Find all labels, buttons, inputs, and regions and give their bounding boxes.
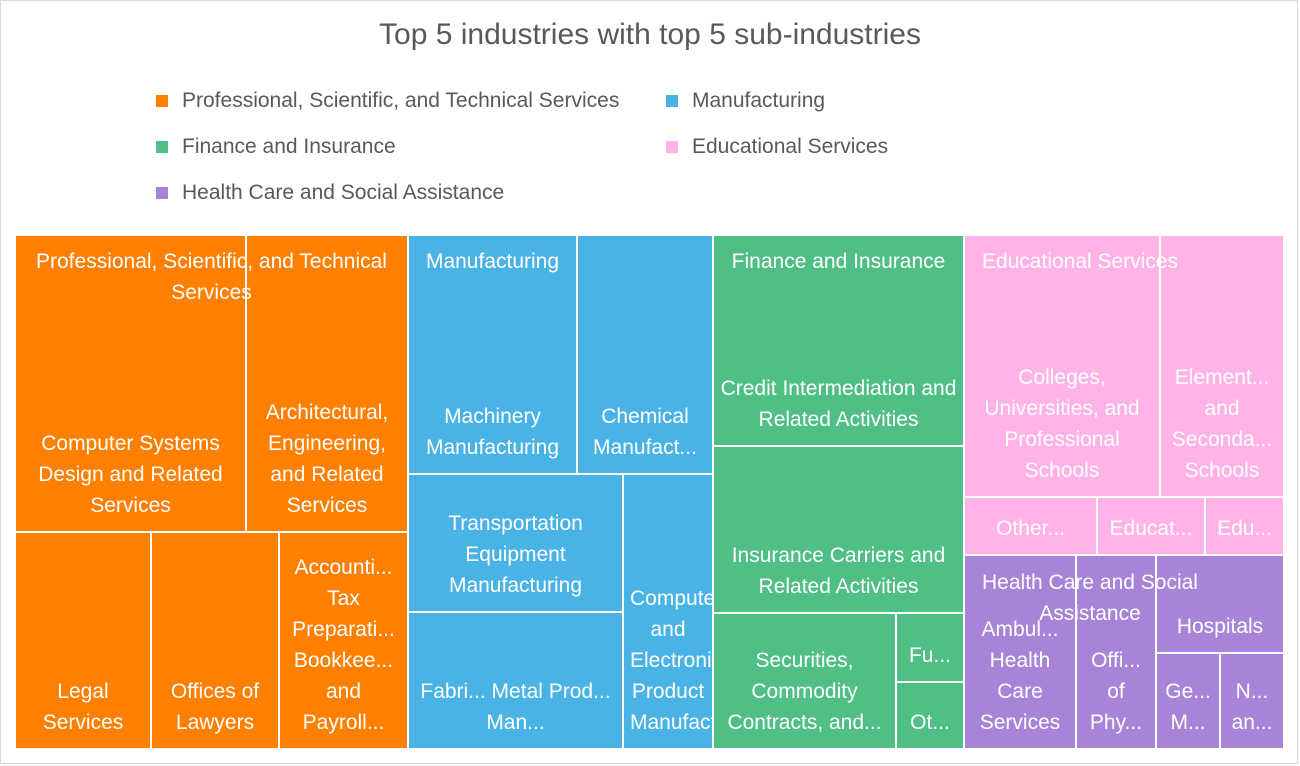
legend-item-finance: Finance and Insurance [156,132,396,162]
treemap-tile-professional-scienti-3: Legal Services [16,533,150,748]
legend-label: Professional, Scientific, and Technical … [182,89,620,112]
legend-swatch [666,95,678,107]
chart-title: Top 5 industries with top 5 sub-industri… [379,18,921,51]
treemap-tile-educational-services-5: Edu... [1206,498,1283,554]
treemap-tile-label: Machinery Manufacturing [425,405,560,459]
treemap-tile-label: Offices of Lawyers [170,680,260,734]
treemap-tile-label: Fabri... Metal Prod... Man... [420,680,611,734]
treemap-parent-label: Educational Services [981,250,1179,273]
treemap-parent-label: Manufacturing [425,250,560,273]
treemap-tile-health-care-and-soci-4: Ge... M... [1157,654,1219,748]
treemap-tile-educational-services-4: Educat... [1098,498,1204,554]
treemap-tile-manufacturing-2: Chemical Manufact... [578,236,712,473]
legend-item-manufacturing: Manufacturing [666,86,825,116]
legend-item-professional: Professional, Scientific, and Technical … [156,86,619,116]
legend-swatch [666,141,678,153]
legend-item-health-care: Health Care and Social Assistance [156,178,504,208]
treemap-tile-health-care-and-soci-3: Hospitals [1157,556,1283,652]
treemap-tile-label: Element... and Seconda... Schools [1171,366,1273,482]
treemap-tile-finance-and-insuranc-5: Ot... [897,683,963,748]
treemap-tile-manufacturing-5: Fabri... Metal Prod... Man... [409,613,622,748]
legend-label: Manufacturing [692,89,826,112]
treemap-tile-finance-and-insuranc-1: Credit Intermediation and Related Activi… [714,236,963,445]
treemap-tile-finance-and-insuranc-3: Securities, Commodity Contracts, and... [714,614,895,748]
legend-label: Educational Services [692,135,889,158]
treemap-tile-label: Ambul... Health Care Services [979,618,1061,734]
legend-swatch [156,187,168,199]
treemap-tile-professional-scienti-5: Accounti... Tax Preparati... Bookkee... … [280,533,407,748]
treemap-tile-label: Other... [996,517,1065,540]
treemap-tile-health-care-and-soci-2: Offi... of Phy... [1077,556,1155,748]
legend-swatch [156,95,168,107]
treemap-tile-educational-services-1: Colleges, Universities, and Professional… [965,236,1159,496]
treemap-tile-label: Ge... M... [1165,680,1211,734]
legend-label: Health Care and Social Assistance [182,181,505,204]
treemap-tile-label: Accounti... Tax Preparati... Bookkee... … [292,556,395,734]
treemap-parent-label: Professional, Scientific, and Technical … [36,250,387,304]
treemap-tile-educational-services-3: Other... [965,498,1096,554]
treemap-parent-label: Health Care and Social Assistance [982,571,1198,625]
treemap-tile-manufacturing-4: Computer and Electronic Product Manufact… [624,475,712,748]
treemap-tile-label: Computer Systems Design and Related Serv… [38,432,223,517]
treemap-tile-professional-scienti-4: Offices of Lawyers [152,533,278,748]
treemap-tile-label: Fu... [908,644,951,667]
treemap-tile-label: Transportation Equipment Manufacturing [448,512,583,597]
treemap-tile-professional-scienti-1: Computer Systems Design and Related Serv… [16,236,245,531]
treemap-tile-label: Ot... [910,711,950,734]
treemap-tile-label: Securities, Commodity Contracts, and... [727,649,882,734]
treemap-tile-label: Credit Intermediation and Related Activi… [720,377,957,431]
treemap-tile-health-care-and-soci-5: N... an... [1221,654,1283,748]
treemap-tile-label: Edu... [1217,517,1272,540]
treemap-tile-label: Colleges, Universities, and Professional… [984,366,1140,482]
legend-swatch [156,141,168,153]
treemap-tile-manufacturing-1: Machinery Manufacturing [409,236,576,473]
treemap-tile-label: Offi... of Phy... [1089,649,1143,734]
treemap-tile-label: Hospitals [1176,615,1264,638]
treemap-tile-label: Computer and Electronic Product Manufact… [630,587,712,734]
treemap-tile-label: N... an... [1231,680,1273,734]
treemap-tile-finance-and-insuranc-4: Fu... [897,614,963,681]
legend-item-educational: Educational Services [666,132,888,162]
treemap-tile-finance-and-insuranc-2: Insurance Carriers and Related Activitie… [714,447,963,612]
treemap-tile-educational-services-2: Element... and Seconda... Schools [1161,236,1283,496]
treemap-parent-label: Finance and Insurance [731,250,946,273]
treemap-tile-manufacturing-3: Transportation Equipment Manufacturing [409,475,622,611]
legend-label: Finance and Insurance [182,135,396,158]
treemap-tile-label: Educat... [1109,517,1193,540]
treemap-tile-label: Insurance Carriers and Related Activitie… [731,544,946,598]
treemap-tile-health-care-and-soci-1: Ambul... Health Care Services [965,556,1075,748]
treemap-tile-label: Architectural, Engineering, and Related … [265,401,389,517]
treemap-tile-label: Chemical Manufact... [593,405,697,459]
treemap-tile-label: Legal Services [42,680,124,734]
treemap-tile-professional-scienti-2: Architectural, Engineering, and Related … [247,236,407,531]
